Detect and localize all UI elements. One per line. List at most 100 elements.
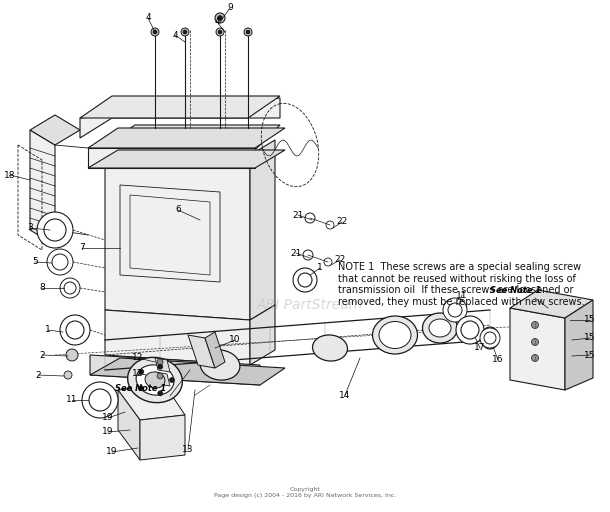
Text: 2: 2 [39, 351, 45, 359]
Text: 21: 21 [290, 248, 302, 258]
Ellipse shape [423, 313, 458, 343]
Circle shape [456, 316, 484, 344]
Circle shape [157, 359, 163, 365]
Circle shape [47, 249, 73, 275]
Circle shape [64, 282, 76, 294]
Text: 14: 14 [339, 391, 351, 399]
Polygon shape [155, 372, 170, 386]
Polygon shape [250, 305, 275, 365]
Polygon shape [105, 125, 280, 155]
Ellipse shape [429, 319, 451, 337]
Polygon shape [188, 335, 215, 368]
Circle shape [157, 373, 163, 379]
Text: 12: 12 [132, 370, 144, 378]
Text: 7: 7 [79, 244, 85, 252]
Circle shape [218, 30, 222, 34]
Circle shape [64, 371, 72, 379]
Text: See Note 1: See Note 1 [490, 286, 541, 295]
Circle shape [448, 303, 462, 317]
Circle shape [244, 28, 252, 36]
Circle shape [37, 212, 73, 248]
Polygon shape [155, 358, 170, 372]
Text: 5: 5 [32, 258, 38, 267]
Circle shape [158, 364, 163, 369]
Polygon shape [30, 115, 80, 145]
Polygon shape [510, 308, 565, 390]
Polygon shape [140, 415, 185, 460]
Ellipse shape [373, 316, 417, 354]
Text: 3: 3 [27, 224, 33, 232]
Circle shape [82, 382, 118, 418]
Text: 10: 10 [229, 335, 241, 345]
Text: 8: 8 [39, 284, 45, 292]
Text: 22: 22 [334, 255, 346, 265]
Polygon shape [90, 355, 260, 385]
Text: 15: 15 [584, 315, 596, 325]
Text: 2: 2 [35, 371, 41, 379]
Polygon shape [30, 130, 55, 245]
Text: 1: 1 [45, 326, 51, 334]
Circle shape [293, 268, 317, 292]
Circle shape [89, 389, 111, 411]
Text: 22: 22 [336, 218, 348, 226]
Circle shape [531, 354, 539, 361]
Circle shape [153, 30, 157, 34]
Circle shape [298, 273, 312, 287]
Polygon shape [565, 300, 593, 390]
Circle shape [52, 254, 68, 270]
Text: 4: 4 [145, 13, 151, 23]
Text: 16: 16 [492, 355, 504, 365]
Text: 6: 6 [175, 205, 181, 215]
Polygon shape [510, 290, 593, 318]
Text: 21: 21 [292, 210, 304, 220]
Text: 1: 1 [317, 264, 323, 272]
Polygon shape [205, 332, 225, 368]
Circle shape [215, 13, 225, 23]
Ellipse shape [136, 365, 174, 395]
Text: 9: 9 [227, 4, 233, 12]
Ellipse shape [481, 327, 499, 349]
Polygon shape [105, 310, 250, 365]
Text: 15: 15 [584, 333, 596, 343]
Text: 12: 12 [132, 353, 144, 362]
Text: ARI PartStream: ARI PartStream [257, 298, 363, 312]
Circle shape [183, 30, 187, 34]
Text: 11: 11 [66, 395, 77, 404]
Circle shape [443, 298, 467, 322]
Polygon shape [80, 96, 280, 118]
Circle shape [60, 315, 90, 345]
Circle shape [138, 386, 144, 391]
Circle shape [66, 321, 84, 339]
Circle shape [60, 278, 80, 298]
Text: 15: 15 [584, 351, 596, 359]
Polygon shape [88, 148, 255, 168]
Circle shape [181, 28, 189, 36]
Circle shape [461, 321, 479, 339]
Text: 11: 11 [456, 290, 468, 300]
Circle shape [44, 219, 66, 241]
Text: 17: 17 [474, 344, 486, 352]
Circle shape [246, 30, 250, 34]
Ellipse shape [379, 322, 411, 349]
Circle shape [484, 332, 496, 344]
Circle shape [66, 349, 78, 361]
Circle shape [480, 328, 500, 348]
Polygon shape [90, 358, 285, 385]
Polygon shape [118, 385, 185, 420]
Text: 13: 13 [182, 445, 194, 455]
Circle shape [158, 391, 163, 396]
Circle shape [531, 322, 539, 329]
Text: 4: 4 [172, 31, 178, 39]
Ellipse shape [145, 372, 165, 388]
Polygon shape [88, 150, 285, 168]
Polygon shape [80, 98, 280, 138]
Text: 4: 4 [214, 17, 220, 27]
Circle shape [218, 15, 223, 20]
Text: 19: 19 [106, 447, 118, 457]
Text: 19: 19 [102, 414, 113, 422]
Text: 18: 18 [4, 170, 16, 180]
Ellipse shape [200, 350, 240, 380]
Ellipse shape [312, 335, 348, 361]
Circle shape [170, 377, 174, 382]
Polygon shape [118, 390, 140, 460]
